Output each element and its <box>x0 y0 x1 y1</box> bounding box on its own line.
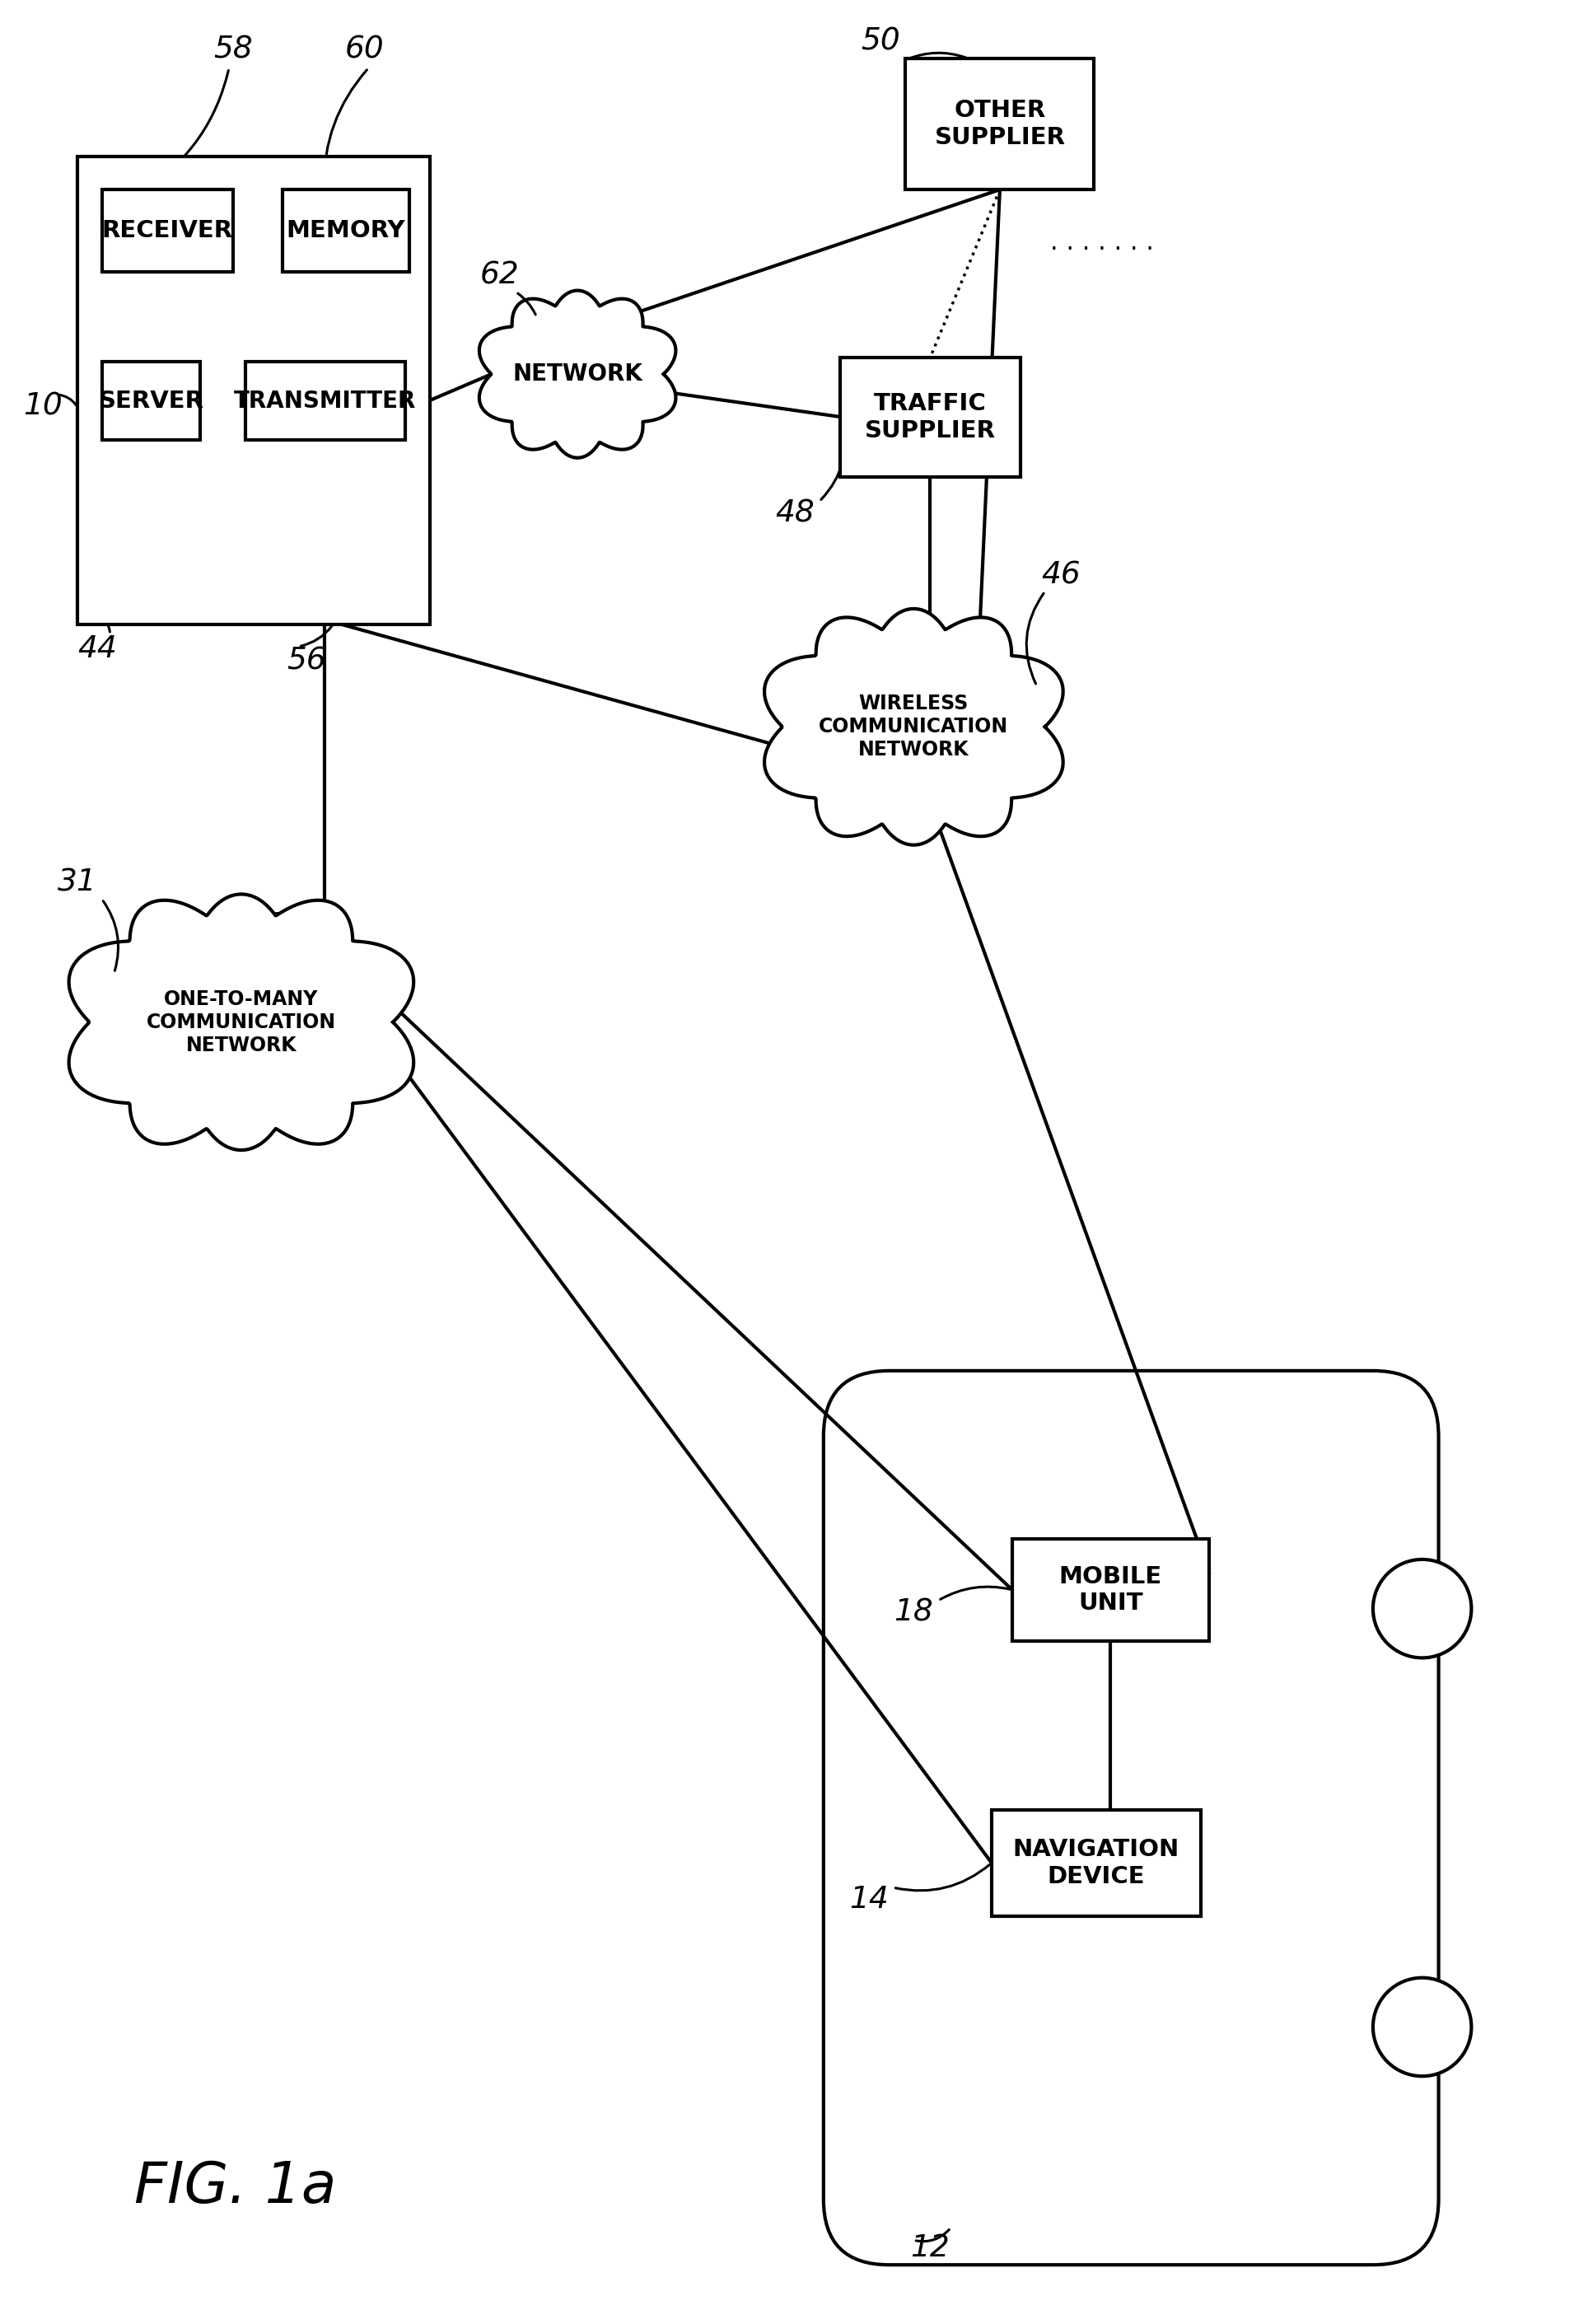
FancyBboxPatch shape <box>840 358 1021 476</box>
Text: ONE-TO-MANY
COMMUNICATION
NETWORK: ONE-TO-MANY COMMUNICATION NETWORK <box>146 990 337 1055</box>
Text: NAVIGATION
DEVICE: NAVIGATION DEVICE <box>1013 1838 1180 1887</box>
Text: TRAFFIC
SUPPLIER: TRAFFIC SUPPLIER <box>864 393 996 442</box>
Text: 10: 10 <box>24 393 62 421</box>
FancyBboxPatch shape <box>102 191 233 272</box>
Text: OTHER
SUPPLIER: OTHER SUPPLIER <box>934 100 1066 149</box>
FancyBboxPatch shape <box>246 363 405 439</box>
Text: 62: 62 <box>480 260 519 290</box>
FancyBboxPatch shape <box>78 156 430 625</box>
Text: WIRELESS
COMMUNICATION
NETWORK: WIRELESS COMMUNICATION NETWORK <box>819 695 1008 760</box>
Text: 18: 18 <box>894 1599 934 1627</box>
Polygon shape <box>480 290 676 458</box>
Text: FIG. 1a: FIG. 1a <box>135 2159 337 2215</box>
Text: TRANSMITTER: TRANSMITTER <box>233 388 416 411</box>
FancyBboxPatch shape <box>905 58 1094 191</box>
Text: 50: 50 <box>861 28 900 56</box>
FancyBboxPatch shape <box>283 191 410 272</box>
Text: 14: 14 <box>850 1885 888 1915</box>
Text: 46: 46 <box>1042 560 1081 590</box>
Text: 31: 31 <box>57 867 97 897</box>
Text: MOBILE
UNIT: MOBILE UNIT <box>1059 1566 1162 1615</box>
Circle shape <box>1374 1559 1472 1657</box>
Text: 44: 44 <box>78 634 118 665</box>
FancyBboxPatch shape <box>102 363 200 439</box>
Text: 48: 48 <box>775 500 815 528</box>
Polygon shape <box>68 895 413 1150</box>
Circle shape <box>1374 1978 1472 2075</box>
Text: 60: 60 <box>345 35 384 65</box>
Polygon shape <box>764 609 1062 846</box>
Text: . . . . . . .: . . . . . . . <box>1051 230 1154 256</box>
Text: 58: 58 <box>213 35 252 65</box>
Text: RECEIVER: RECEIVER <box>102 218 233 242</box>
Text: 12: 12 <box>910 2233 950 2264</box>
FancyBboxPatch shape <box>991 1810 1201 1917</box>
FancyBboxPatch shape <box>824 1371 1439 2266</box>
Text: 56: 56 <box>287 646 327 676</box>
Text: NETWORK: NETWORK <box>513 363 643 386</box>
FancyBboxPatch shape <box>1012 1538 1208 1641</box>
Text: MEMORY: MEMORY <box>286 218 405 242</box>
Text: SERVER: SERVER <box>98 388 203 411</box>
